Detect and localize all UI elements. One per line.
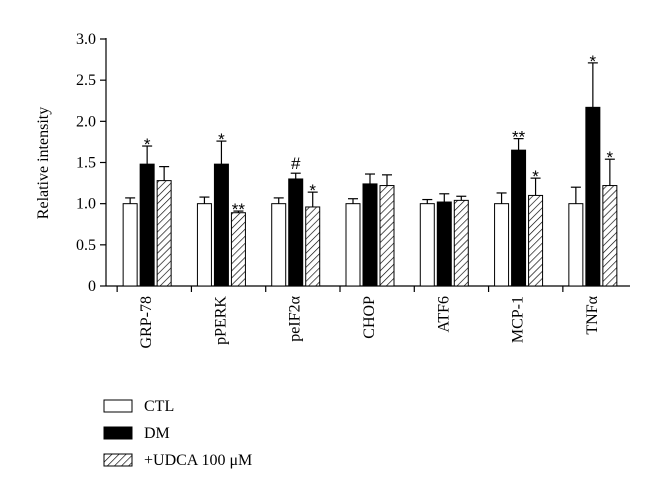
bar (419, 203, 435, 287)
bar (345, 203, 361, 287)
legend-swatch (103, 399, 133, 413)
bar (436, 201, 452, 287)
legend-swatch (103, 426, 133, 440)
y-tick-label: 1.0 (76, 196, 96, 213)
significance-label: * (532, 167, 539, 186)
significance-label: ** (512, 128, 526, 147)
significance-label: # (291, 154, 301, 173)
bar (379, 185, 395, 287)
significance-label: ** (232, 200, 246, 219)
bar (528, 194, 544, 287)
x-tick-labels: GRP-78 pPERK peIF2α CHOP ATF6 MCP-1 TNFα (138, 295, 601, 348)
y-tick-label: 0 (88, 278, 96, 295)
significance-label: * (218, 130, 225, 149)
bar (288, 178, 304, 287)
significance-label: * (309, 181, 316, 200)
x-tick-label: ATF6 (435, 296, 452, 332)
x-tick-label: TNFα (584, 295, 601, 334)
bars-group: * ***#****** (122, 52, 618, 287)
significance-label: * (144, 135, 151, 154)
y-tick-label: 0.5 (76, 237, 96, 254)
y-axis-label: Relative intensity (35, 107, 52, 219)
bar (213, 163, 229, 287)
y-tick-label: 2.5 (76, 72, 96, 89)
bar (196, 203, 212, 287)
axes: 0 0.5 1.0 1.5 2.0 2.5 3.0 (76, 31, 630, 295)
bar (362, 183, 378, 287)
y-tick-label: 1.5 (76, 155, 96, 172)
legend-label: DM (144, 425, 170, 442)
legend-label: CTL (144, 398, 174, 415)
legend-label: +UDCA 100 μM (144, 452, 252, 469)
legend-swatch (103, 453, 133, 467)
bar (230, 212, 246, 287)
x-tick-label: pPERK (212, 296, 229, 345)
bar (122, 203, 138, 287)
bar (156, 180, 172, 287)
bar (585, 106, 601, 287)
x-tick-label: MCP-1 (510, 296, 527, 343)
bar (568, 203, 584, 287)
y-tick-label: 3.0 (76, 31, 96, 48)
bar (305, 206, 321, 287)
bar (494, 203, 510, 287)
significance-label: * (607, 148, 614, 167)
bar (602, 185, 618, 287)
legend: CTL DM +UDCA 100 μM (103, 398, 252, 469)
bar (271, 203, 287, 287)
bar (511, 149, 527, 287)
significance-label: * (590, 52, 597, 71)
y-tick-label: 2.0 (76, 113, 96, 130)
x-tick-label: GRP-78 (138, 296, 155, 348)
bar (453, 199, 469, 287)
bar (139, 163, 155, 287)
x-tick-label: peIF2α (287, 295, 304, 341)
x-tick-label: CHOP (361, 296, 378, 339)
